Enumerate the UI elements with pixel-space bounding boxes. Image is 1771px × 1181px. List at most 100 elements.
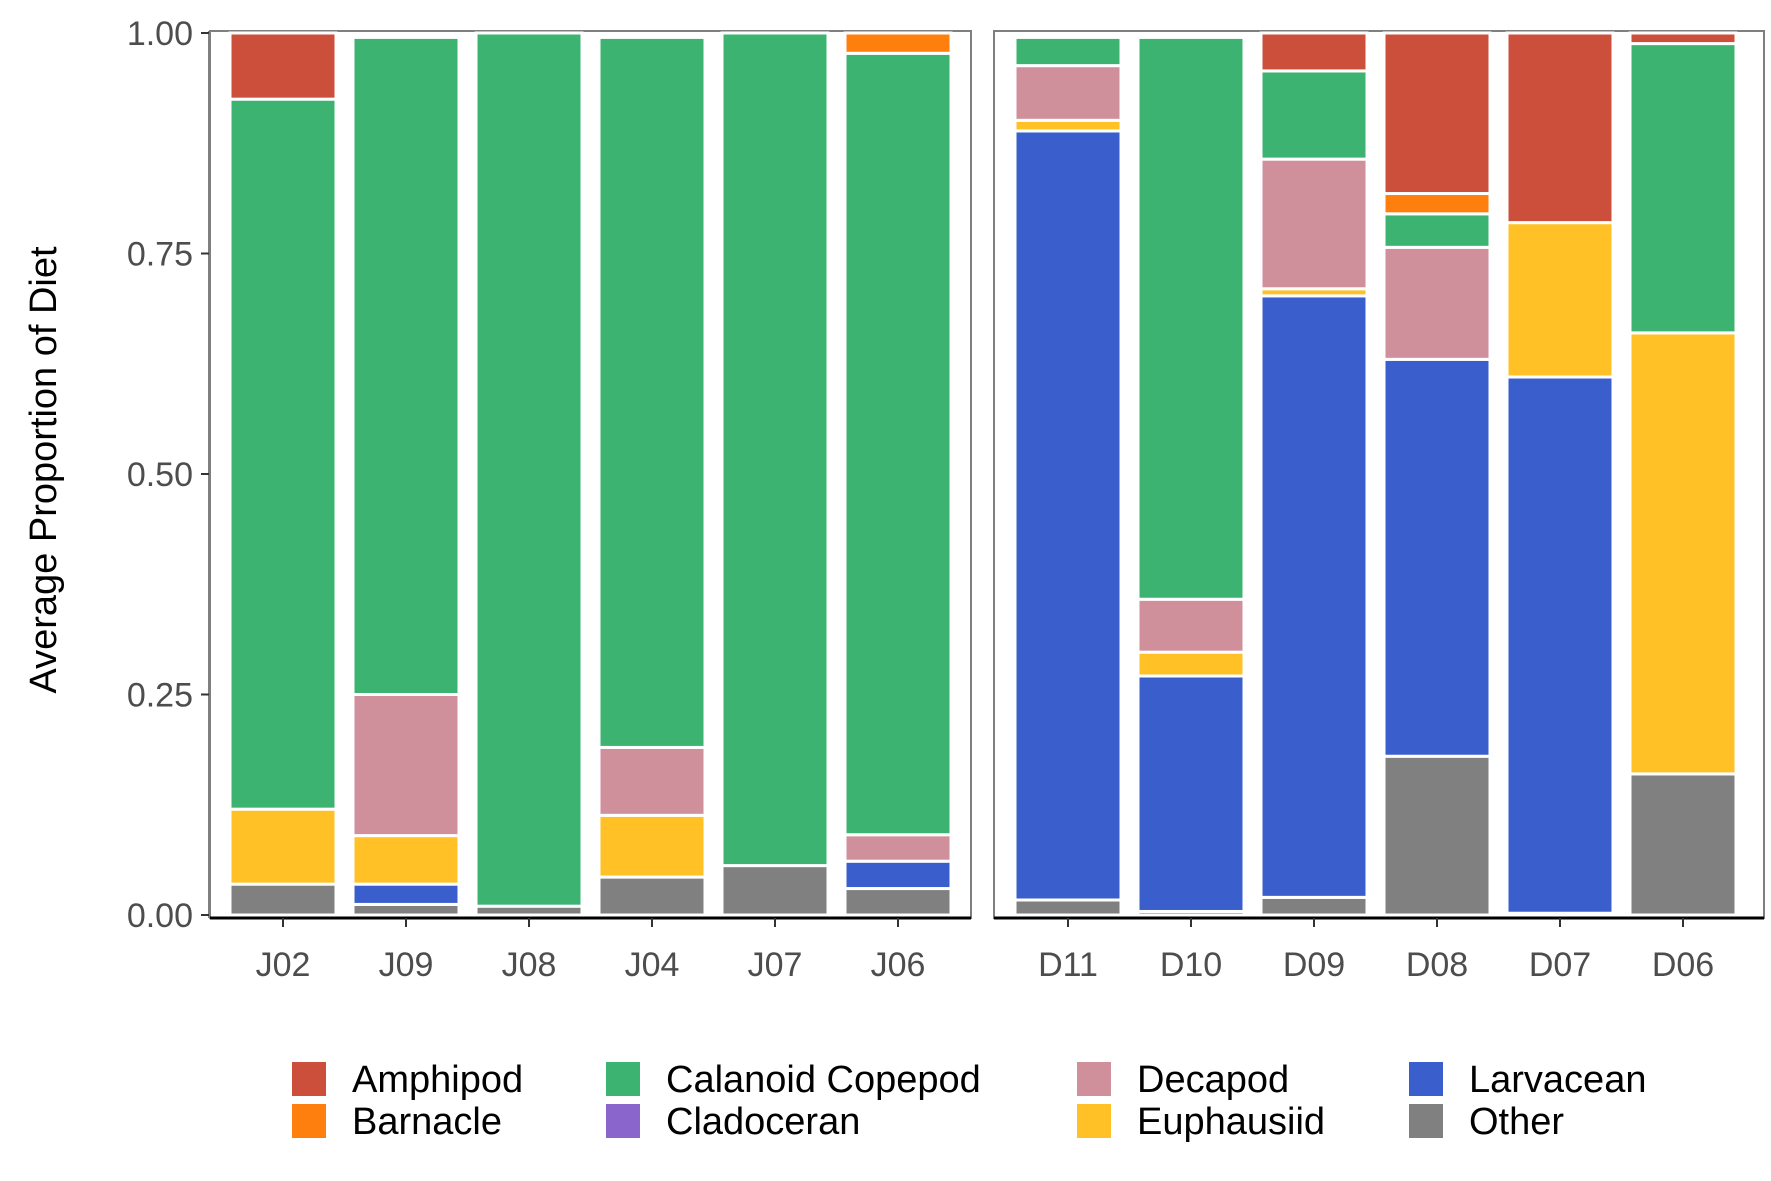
y-tick-label: 0.00	[127, 897, 193, 935]
legend-swatch	[1077, 1062, 1111, 1096]
x-tick-label: J02	[256, 946, 311, 984]
bar-segment-calanoid-copepod	[1259, 69, 1369, 161]
bar-segment-decapod	[351, 693, 461, 838]
bar-segment-calanoid-copepod	[351, 35, 461, 697]
panels: J02 J09 J08 J04 J07 J06 D11 D10 D09 D08 D07 D06	[209, 30, 1765, 984]
x-tick-label: J08	[502, 946, 557, 984]
bar-segment-other	[843, 887, 953, 917]
bar-segment-calanoid-copepod	[720, 31, 830, 868]
legend-item-cladoceran: Cladoceran	[606, 1101, 860, 1143]
x-tick-label: D11	[1038, 946, 1098, 984]
bar-segment-decapod	[597, 745, 707, 817]
bar-segment-barnacle	[1382, 192, 1492, 216]
x-tick-label: J06	[871, 946, 926, 984]
bar-segment-decapod	[1013, 64, 1123, 122]
bar-segment-decapod	[1136, 597, 1246, 654]
y-tick-label: 1.00	[127, 15, 193, 53]
y-axis-title: Average Proportion of Diet	[23, 246, 65, 694]
bar-segment-other	[351, 902, 461, 917]
bar-segment-other	[597, 875, 707, 917]
bar-j07	[720, 31, 830, 917]
legend-swatch	[1409, 1062, 1443, 1096]
legend-swatch	[606, 1104, 640, 1138]
bar-d07	[1505, 31, 1615, 917]
bar-segment-euphausiid	[1136, 650, 1246, 678]
x-tick-label: J04	[625, 946, 680, 984]
panel-j: J02 J09 J08 J04 J07 J06	[209, 30, 972, 984]
legend-item-decapod: Decapod	[1077, 1059, 1289, 1101]
y-axis: 0.00 0.25 0.50 0.75 1.00	[127, 15, 212, 935]
bar-segment-larvacean	[843, 859, 953, 891]
bar-segment-calanoid-copepod	[1628, 42, 1738, 335]
legend-label: Calanoid Copepod	[666, 1059, 981, 1101]
legend-label: Euphausiid	[1137, 1101, 1325, 1143]
bar-j06	[843, 31, 953, 917]
bar-segment-euphausiid	[228, 807, 338, 886]
bar-segment-euphausiid	[1628, 331, 1738, 776]
bar-segment-other	[1013, 898, 1123, 917]
bar-segment-amphipod	[1259, 31, 1369, 73]
bar-segment-amphipod	[1505, 31, 1615, 225]
panel-d: D11 D10 D09 D08 D07 D06	[993, 30, 1765, 984]
bar-segment-other	[720, 864, 830, 917]
legend-label: Barnacle	[352, 1101, 502, 1143]
bar-segment-other	[1628, 772, 1738, 917]
bar-segment-barnacle	[843, 31, 953, 55]
bar-segment-euphausiid	[351, 834, 461, 886]
bar-segment-larvacean	[1013, 129, 1123, 902]
x-tick-label: D08	[1406, 946, 1468, 984]
bar-segment-calanoid-copepod	[1013, 35, 1123, 68]
legend-item-euphausiid: Euphausiid	[1077, 1101, 1325, 1143]
legend-swatch	[1409, 1104, 1443, 1138]
bar-j04	[597, 35, 707, 917]
legend-label: Cladoceran	[666, 1101, 860, 1143]
x-tick-label: D07	[1529, 946, 1591, 984]
bar-segment-amphipod	[228, 31, 338, 101]
bar-segment-calanoid-copepod	[843, 51, 953, 837]
bar-segment-euphausiid	[1013, 118, 1123, 133]
bar-d11	[1013, 35, 1123, 917]
bar-segment-calanoid-copepod	[1136, 35, 1246, 601]
x-tick-label: J09	[379, 946, 434, 984]
bar-segment-other	[228, 882, 338, 917]
x-tick-label: D10	[1160, 946, 1222, 984]
legend-swatch	[1077, 1104, 1111, 1138]
bar-segment-calanoid-copepod	[228, 97, 338, 811]
bar-segment-calanoid-copepod	[474, 31, 584, 908]
y-tick-label: 0.75	[127, 236, 193, 274]
bar-segment-amphipod	[1382, 31, 1492, 196]
bar-j08	[474, 31, 584, 917]
bar-d10	[1136, 35, 1246, 917]
bar-segment-euphausiid	[1505, 221, 1615, 379]
legend-swatch	[606, 1062, 640, 1096]
bar-j09	[351, 35, 461, 917]
bar-d06	[1628, 31, 1738, 917]
legend-label: Decapod	[1137, 1059, 1289, 1101]
bar-segment-other	[1259, 895, 1369, 917]
bar-segment-larvacean	[1505, 375, 1615, 915]
bar-segment-decapod	[1382, 245, 1492, 361]
bar-segment-other	[1382, 754, 1492, 917]
bar-segment-calanoid-copepod	[597, 35, 707, 749]
bar-segment-decapod	[1259, 157, 1369, 291]
bar-segment-larvacean	[1259, 294, 1369, 899]
bar-segment-decapod	[843, 833, 953, 863]
bar-segment-calanoid-copepod	[1382, 212, 1492, 249]
legend-item-other: Other	[1409, 1101, 1564, 1143]
bar-segment-larvacean	[1136, 674, 1246, 913]
legend-label: Other	[1469, 1101, 1564, 1143]
bar-segment-larvacean	[351, 882, 461, 906]
y-tick-label: 0.50	[127, 456, 193, 494]
bar-segment-amphipod	[1628, 31, 1738, 46]
bar-d08	[1382, 31, 1492, 917]
legend-item-barnacle: Barnacle	[292, 1101, 502, 1143]
legend-item-larvacean: Larvacean	[1409, 1059, 1646, 1101]
legend-label: Larvacean	[1469, 1059, 1646, 1101]
legend-label: Amphipod	[352, 1059, 523, 1101]
x-tick-label: J07	[748, 946, 803, 984]
bar-j02	[228, 31, 338, 917]
legend-item-amphipod: Amphipod	[292, 1059, 523, 1101]
y-tick-label: 0.25	[127, 677, 193, 715]
